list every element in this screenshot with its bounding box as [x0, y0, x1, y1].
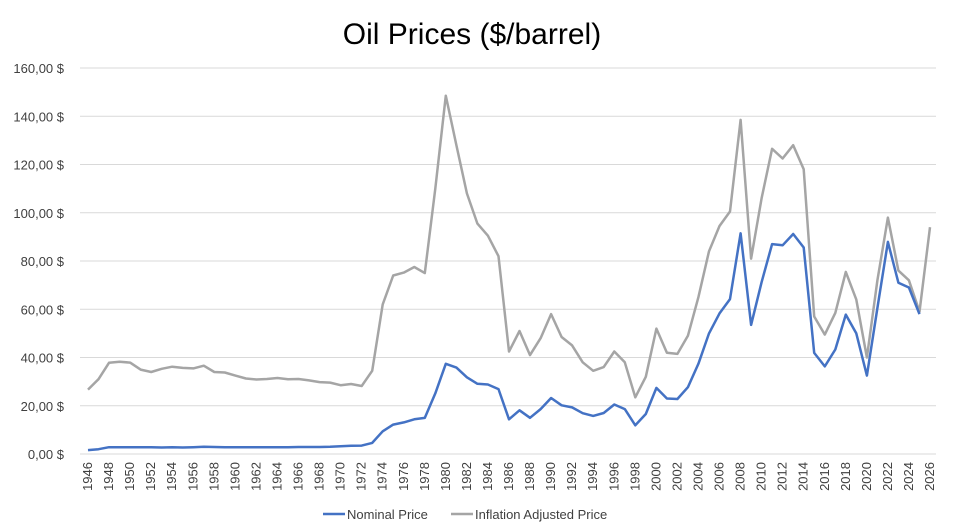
x-tick-label: 1972 [354, 462, 369, 491]
x-tick-label: 1984 [480, 462, 495, 491]
y-tick-label: 40,00 $ [21, 351, 65, 366]
series-lines [87, 94, 932, 452]
x-tick-label: 2014 [796, 462, 811, 491]
x-tick-label: 1990 [543, 462, 558, 491]
y-tick-label: 0,00 $ [28, 447, 65, 462]
x-tick-label: 1976 [396, 462, 411, 491]
x-tick-label: 2020 [859, 462, 874, 491]
y-tick-label: 80,00 $ [21, 254, 65, 269]
x-tick-label: 1954 [164, 462, 179, 491]
chart-title: Oil Prices ($/barrel) [343, 18, 601, 51]
x-tick-label: 1950 [122, 462, 137, 491]
x-tick-label: 2000 [648, 462, 663, 491]
y-tick-label: 160,00 $ [13, 61, 64, 76]
x-tick-label: 1994 [585, 462, 600, 491]
y-tick-label: 20,00 $ [21, 399, 65, 414]
x-tick-label: 1952 [143, 462, 158, 491]
gridlines [80, 67, 936, 455]
x-tick-label: 2024 [901, 462, 916, 491]
x-tick-label: 1982 [459, 462, 474, 491]
x-tick-label: 1962 [248, 462, 263, 491]
y-tick-label: 100,00 $ [13, 206, 64, 221]
x-tick-label: 1968 [312, 462, 327, 491]
x-tick-label: 1966 [291, 462, 306, 491]
y-tick-label: 140,00 $ [13, 109, 64, 124]
x-tick-label: 2012 [775, 462, 790, 491]
x-tick-label: 1996 [606, 462, 621, 491]
x-tick-label: 1980 [438, 462, 453, 491]
legend-label-nominal: Nominal Price [347, 507, 428, 522]
x-tick-label: 1946 [80, 462, 95, 491]
legend-label-inflation-adjusted: Inflation Adjusted Price [475, 507, 607, 522]
x-tick-label: 1978 [417, 462, 432, 491]
x-tick-label: 1988 [522, 462, 537, 491]
x-tick-label: 1986 [501, 462, 516, 491]
legend: Nominal Price Inflation Adjusted Price [323, 507, 607, 522]
x-tick-label: 1948 [101, 462, 116, 491]
x-tick-label: 2010 [754, 462, 769, 491]
x-tick-label: 2002 [669, 462, 684, 491]
x-tick-label: 2022 [880, 462, 895, 491]
x-axis-ticks: 1946 1948 1950 1952 1954 1956 1958 1960 1962 1964… [80, 462, 937, 491]
x-tick-label: 1998 [627, 462, 642, 491]
x-tick-label: 2026 [922, 462, 937, 491]
x-tick-label: 2016 [817, 462, 832, 491]
y-axis-ticks: 0,00 $ 20,00 $ 40,00 $ 60,00 $ 80,00 $ 100,00… [13, 61, 64, 462]
x-tick-label: 1992 [564, 462, 579, 491]
x-tick-label: 2008 [733, 462, 748, 491]
x-tick-label: 1964 [269, 462, 284, 491]
nominal-price-line [87, 232, 921, 452]
x-tick-label: 1970 [333, 462, 348, 491]
y-tick-label: 60,00 $ [21, 302, 65, 317]
x-tick-label: 1960 [227, 462, 242, 491]
y-tick-label: 120,00 $ [13, 158, 64, 173]
x-tick-label: 1958 [206, 462, 221, 491]
x-tick-label: 2004 [690, 462, 705, 491]
x-tick-label: 1956 [185, 462, 200, 491]
x-tick-label: 1974 [375, 462, 390, 491]
x-tick-label: 2006 [712, 462, 727, 491]
x-tick-label: 2018 [838, 462, 853, 491]
